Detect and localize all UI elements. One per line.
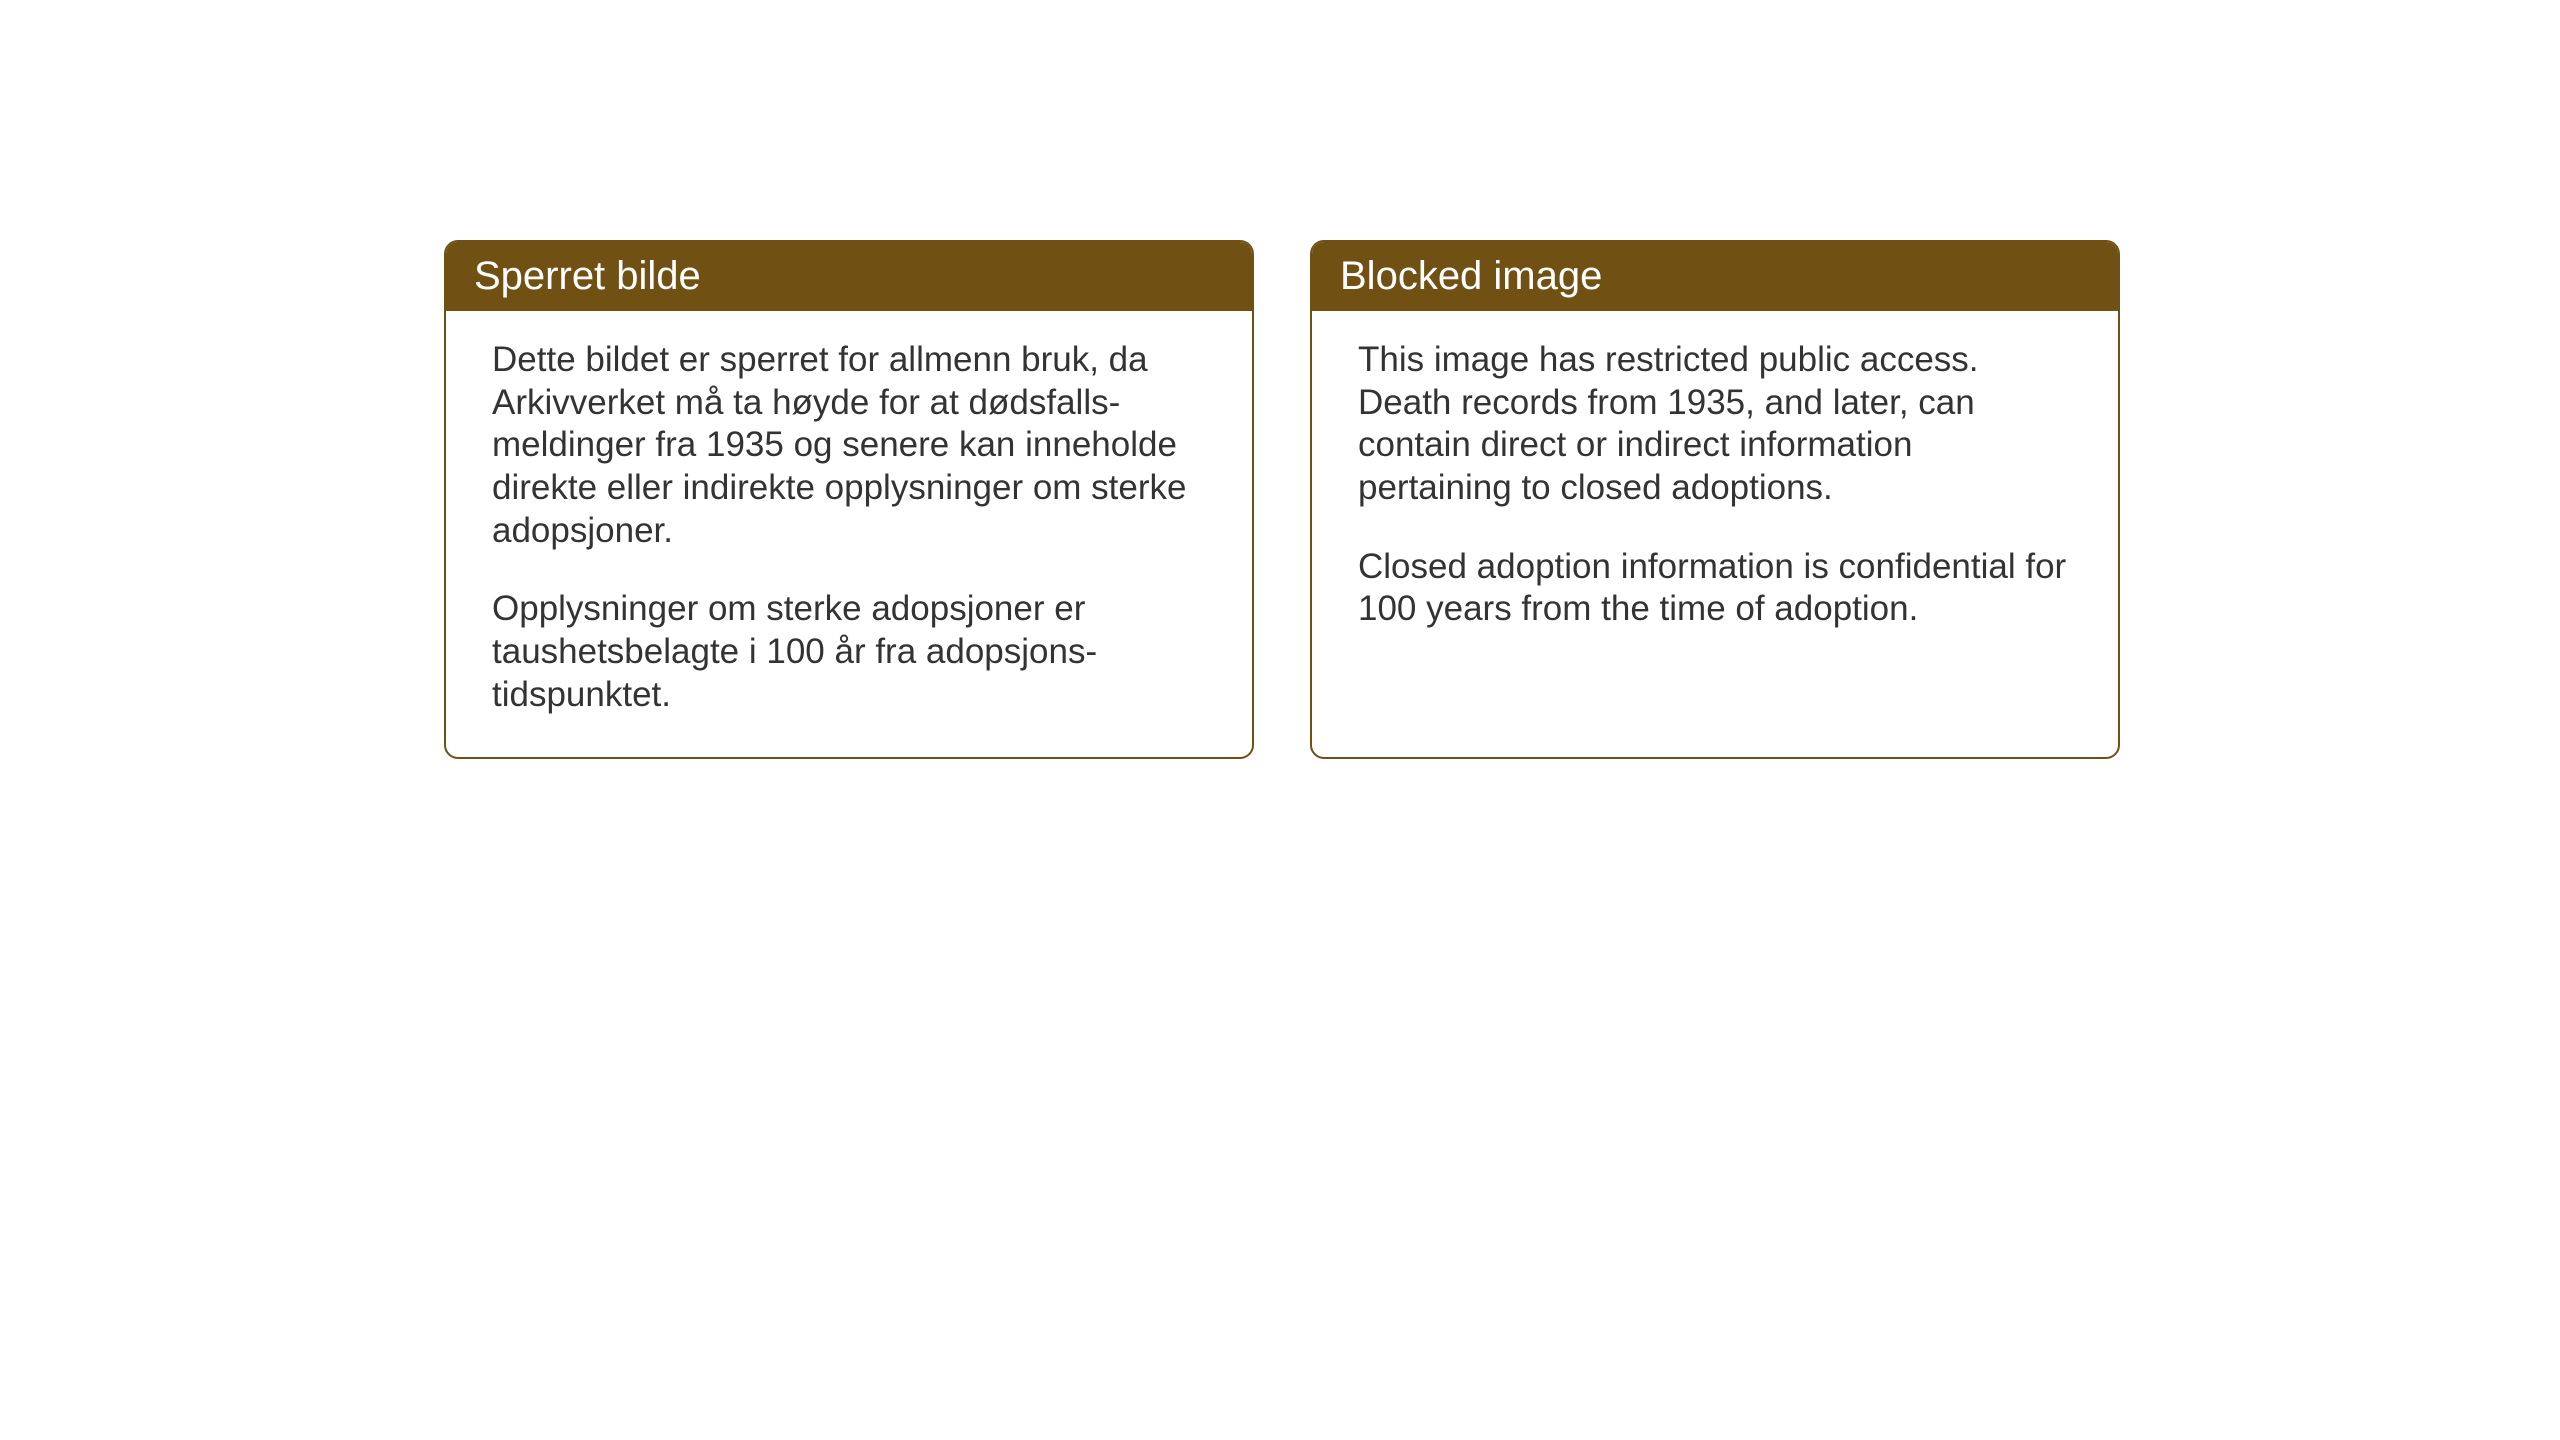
english-card-header: Blocked image	[1312, 242, 2118, 311]
english-paragraph-1: This image has restricted public access.…	[1358, 339, 2072, 510]
english-card-body: This image has restricted public access.…	[1312, 311, 2118, 671]
norwegian-card-body: Dette bildet er sperret for allmenn bruk…	[446, 311, 1252, 757]
english-paragraph-2: Closed adoption information is confident…	[1358, 546, 2072, 631]
norwegian-paragraph-1: Dette bildet er sperret for allmenn bruk…	[492, 339, 1206, 552]
norwegian-card: Sperret bilde Dette bildet er sperret fo…	[444, 240, 1254, 759]
cards-container: Sperret bilde Dette bildet er sperret fo…	[444, 240, 2120, 759]
english-card-title: Blocked image	[1340, 254, 1602, 298]
norwegian-card-header: Sperret bilde	[446, 242, 1252, 311]
norwegian-paragraph-2: Opplysninger om sterke adopsjoner er tau…	[492, 588, 1206, 716]
english-card: Blocked image This image has restricted …	[1310, 240, 2120, 759]
norwegian-card-title: Sperret bilde	[474, 254, 701, 298]
